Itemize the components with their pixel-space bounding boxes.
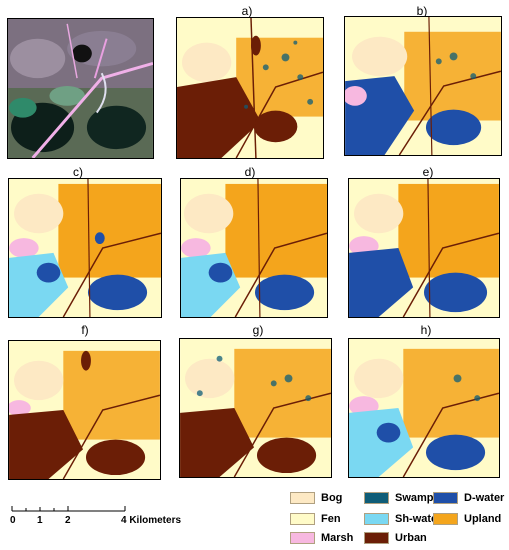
panel-h-label: h) (420, 323, 432, 337)
panel-a-label: a) (241, 4, 253, 18)
panel-f-map (9, 341, 160, 479)
legend-item-swamp: Swamp (364, 491, 434, 505)
legend-item-upland: Upland (433, 512, 501, 526)
panel-d-label: d) (244, 165, 256, 179)
scale-tick-1: 1 (37, 515, 43, 526)
scale-bar-line (11, 506, 126, 512)
legend-label-upland: Upland (464, 513, 502, 525)
legend-item-bog: Bog (290, 491, 342, 505)
panel-e-map (349, 179, 499, 317)
panel-h (348, 338, 500, 478)
legend-swatch-urban (364, 532, 389, 544)
legend-label-urban: Urban (395, 532, 427, 544)
legend: Bog Swamp D-water Fen Sh-water Upland Ma… (290, 491, 505, 547)
panel-g-label: g) (252, 323, 264, 337)
panel-d-map (181, 179, 327, 317)
panel-c (8, 178, 162, 318)
panel-d (180, 178, 328, 318)
scale-tick-0: 0 (10, 515, 16, 526)
legend-swatch-shwater (364, 513, 389, 525)
panel-e (348, 178, 500, 318)
legend-item-shwater: Sh-water (364, 512, 441, 526)
legend-item-dwater: D-water (433, 491, 504, 505)
panel-b (344, 16, 502, 156)
satellite-image (8, 19, 153, 158)
legend-swatch-bog (290, 492, 315, 504)
legend-label-shwater: Sh-water (395, 513, 442, 525)
panel-e-label: e) (422, 165, 434, 179)
satellite-image-panel (7, 18, 154, 159)
legend-item-urban: Urban (364, 531, 427, 545)
legend-swatch-fen (290, 513, 315, 525)
legend-item-marsh: Marsh (290, 531, 353, 545)
panel-c-label: c) (73, 165, 83, 179)
panel-g (179, 338, 332, 478)
panel-h-map (349, 339, 499, 477)
scale-bar: 0 1 2 4 Kilometers (10, 503, 181, 533)
panel-a-map (177, 18, 323, 158)
panel-g-map (180, 339, 331, 477)
legend-swatch-marsh (290, 532, 315, 544)
legend-label-dwater: D-water (464, 492, 505, 504)
legend-item-fen: Fen (290, 512, 341, 526)
panel-c-map (9, 179, 161, 317)
legend-label-marsh: Marsh (321, 532, 354, 544)
legend-label-swamp: Swamp (395, 492, 434, 504)
panel-f-label: f) (81, 323, 89, 337)
panel-a (176, 17, 324, 159)
scale-tick-2: 2 (65, 515, 71, 526)
panel-b-map (345, 17, 501, 155)
legend-label-bog: Bog (321, 492, 343, 504)
scale-tick-4: 4 Kilometers (121, 515, 182, 526)
legend-swatch-swamp (364, 492, 389, 504)
legend-swatch-upland (433, 513, 458, 525)
panel-b-label: b) (416, 4, 428, 18)
legend-swatch-dwater (433, 492, 458, 504)
legend-label-fen: Fen (321, 513, 341, 525)
panel-f (8, 340, 161, 480)
